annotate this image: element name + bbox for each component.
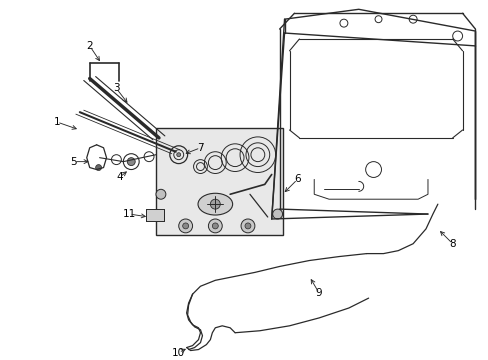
Circle shape (127, 158, 135, 166)
Ellipse shape (198, 193, 232, 215)
Text: 8: 8 (448, 239, 455, 249)
Bar (156, 128, 282, 235)
Circle shape (183, 223, 188, 229)
Text: 4: 4 (116, 172, 122, 183)
Text: 2: 2 (86, 41, 93, 51)
Circle shape (208, 219, 222, 233)
Circle shape (241, 219, 254, 233)
Circle shape (176, 153, 181, 157)
Circle shape (244, 223, 250, 229)
Circle shape (212, 223, 218, 229)
Text: 6: 6 (293, 175, 300, 184)
Text: 10: 10 (172, 347, 185, 357)
Circle shape (272, 209, 282, 219)
Bar (146, 209, 163, 221)
Text: 11: 11 (122, 209, 136, 219)
Text: 5: 5 (70, 157, 77, 167)
Text: 9: 9 (315, 288, 322, 298)
Circle shape (210, 199, 220, 209)
Text: 7: 7 (197, 143, 203, 153)
Text: 1: 1 (54, 117, 60, 127)
Circle shape (178, 219, 192, 233)
Text: 3: 3 (113, 84, 120, 94)
Circle shape (156, 189, 165, 199)
Circle shape (96, 165, 102, 171)
